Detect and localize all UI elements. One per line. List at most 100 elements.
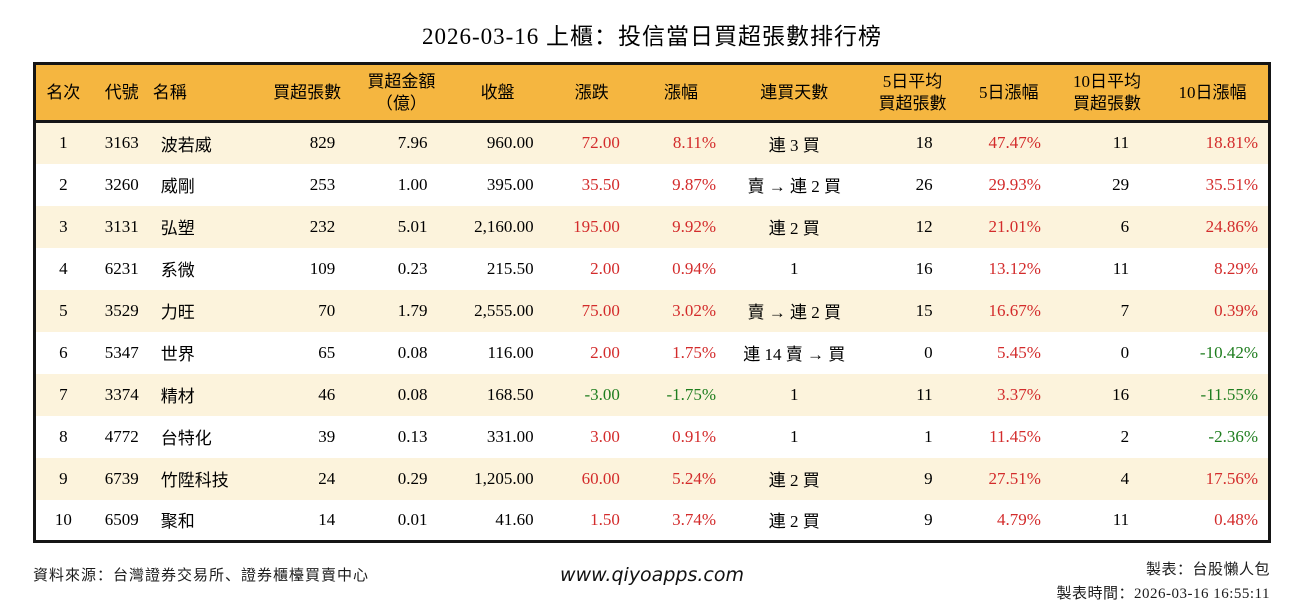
- cell-pct5: 5.45%: [996, 342, 1041, 362]
- column-header-amount: 買超金額 （億）: [353, 63, 450, 123]
- table-row: 7 3374 精材 46 0.08 168.50 -3.00 -1.75% 1 11 3.37% 16…: [34, 373, 1270, 416]
- cell-change: 35.50: [581, 174, 620, 194]
- cell-net_buy: 39: [318, 426, 336, 446]
- cell-rank: 9: [59, 468, 68, 488]
- column-header-change: 漲跌: [545, 63, 638, 123]
- cell-name: 聚和: [160, 512, 195, 532]
- cell-name: 力旺: [160, 303, 195, 322]
- cell-avg10: 7: [1120, 300, 1130, 320]
- cell-change_pct: 0.94%: [672, 258, 717, 278]
- cell-rank: 4: [59, 258, 68, 278]
- table-row: 1 3163 波若威 829 7.96 960.00 72.00 8.11% 連 3 買 18 47…: [34, 121, 1270, 164]
- cell-name: 精材: [160, 387, 195, 406]
- cell-code: 4772: [104, 426, 139, 446]
- cell-amount: 0.13: [397, 426, 428, 446]
- cell-code: 3374: [104, 384, 139, 404]
- made-time-text: 製表時間：2026-03-16 16:55:11: [1056, 586, 1270, 602]
- cell-change_pct: 5.24%: [672, 468, 717, 488]
- cell-change_pct: 8.11%: [672, 133, 717, 153]
- cell-amount: 0.01: [397, 509, 428, 529]
- cell-amount: 1.79: [397, 300, 428, 320]
- cell-avg5: 16: [915, 258, 933, 278]
- cell-pct10: 17.56%: [1205, 468, 1258, 488]
- cell-streak: 賣 → 連 2 買: [747, 177, 842, 196]
- cell-rank: 2: [59, 174, 68, 194]
- cell-code: 3529: [104, 300, 139, 320]
- cell-pct5: 27.51%: [988, 468, 1041, 488]
- cell-streak: 連 2 買: [768, 471, 820, 490]
- cell-net_buy: 829: [309, 133, 336, 153]
- cell-change_pct: 9.92%: [672, 216, 717, 236]
- cell-change_pct: 0.91%: [672, 426, 717, 446]
- cell-name: 威剛: [160, 177, 195, 196]
- page-title: 2026-03-16 上櫃：投信當日買超張數排行榜: [421, 24, 883, 49]
- cell-pct10: -11.55%: [1200, 384, 1258, 404]
- cell-pct5: 21.01%: [988, 216, 1041, 236]
- cell-avg5: 26: [915, 174, 933, 194]
- cell-amount: 0.29: [397, 468, 428, 488]
- cell-avg10: 4: [1120, 468, 1130, 488]
- cell-close: 215.50: [486, 258, 534, 278]
- column-header-net_buy: 買超張數: [261, 63, 354, 123]
- cell-change_pct: -1.75%: [666, 384, 717, 404]
- column-header-pct10: 10日漲幅: [1157, 63, 1270, 123]
- cell-avg10: 16: [1112, 384, 1130, 404]
- cell-rank: 7: [59, 384, 68, 404]
- cell-name: 弘塑: [160, 219, 195, 238]
- cell-pct5: 11.45%: [989, 426, 1041, 446]
- cell-close: 2,555.00: [474, 300, 534, 320]
- column-header-change_pct: 漲幅: [637, 63, 725, 123]
- cell-avg5: 12: [915, 216, 933, 236]
- cell-avg10: 2: [1120, 426, 1130, 446]
- cell-avg5: 1: [924, 426, 933, 446]
- cell-close: 395.00: [486, 174, 534, 194]
- cell-avg5: 9: [924, 509, 933, 529]
- credit-block: 製表：台股懶人包 製表時間：2026-03-16 16:55:11: [1056, 558, 1270, 606]
- table-row: 2 3260 威剛 253 1.00 395.00 35.50 9.87% 賣 → 連 2 買 2…: [34, 163, 1270, 206]
- cell-avg5: 18: [915, 133, 933, 153]
- cell-change: 195.00: [573, 216, 620, 236]
- column-header-close: 收盤: [449, 63, 546, 123]
- cell-avg5: 11: [916, 384, 933, 404]
- table-body: 1 3163 波若威 829 7.96 960.00 72.00 8.11% 連 3 買 18 47…: [34, 121, 1270, 542]
- table-row: 3 3131 弘塑 232 5.01 2,160.00 195.00 9.92% 連 2 買 12…: [34, 205, 1270, 248]
- cell-streak: 1: [790, 384, 799, 404]
- cell-avg5: 15: [915, 300, 933, 320]
- cell-code: 5347: [104, 342, 139, 362]
- table-row: 10 6509 聚和 14 0.01 41.60 1.50 3.74% 連 2 買 9 4.79% 1…: [34, 499, 1270, 542]
- cell-net_buy: 46: [318, 384, 336, 404]
- cell-code: 3260: [104, 174, 139, 194]
- cell-change: 75.00: [581, 300, 620, 320]
- data-source-text: 資料來源：台灣證券交易所、證券櫃檯買賣中心: [33, 568, 370, 584]
- cell-pct10: 0.48%: [1214, 509, 1258, 529]
- cell-streak: 連 2 買: [768, 512, 820, 532]
- cell-streak: 連 3 買: [768, 135, 820, 155]
- cell-amount: 1.00: [397, 174, 428, 194]
- table-header-row: 名次 代號 名稱 買超張數 買超金額 （億） 收盤 漲跌 漲幅 連買天數 5日平均 買超張數 5日漲…: [34, 63, 1270, 123]
- cell-change: 2.00: [590, 258, 620, 278]
- cell-avg10: 11: [1112, 509, 1130, 529]
- cell-net_buy: 232: [309, 216, 336, 236]
- cell-code: 3131: [104, 216, 139, 236]
- cell-change_pct: 3.74%: [672, 509, 717, 529]
- table-row: 9 6739 竹陞科技 24 0.29 1,205.00 60.00 5.24% 連 2 買 9 2…: [34, 457, 1270, 500]
- cell-pct10: 0.39%: [1214, 300, 1258, 320]
- cell-close: 1,205.00: [474, 468, 534, 488]
- cell-net_buy: 70: [318, 300, 336, 320]
- cell-pct5: 16.67%: [988, 300, 1041, 320]
- cell-pct5: 47.47%: [988, 133, 1041, 153]
- cell-change_pct: 1.75%: [672, 342, 717, 362]
- cell-change: -3.00: [584, 384, 620, 404]
- cell-close: 41.60: [495, 509, 534, 529]
- cell-net_buy: 65: [318, 342, 336, 362]
- column-header-avg10: 10日平均 買超張數: [1056, 63, 1158, 123]
- cell-avg10: 0: [1120, 342, 1130, 362]
- cell-pct10: 24.86%: [1205, 216, 1258, 236]
- cell-avg10: 29: [1112, 174, 1130, 194]
- cell-code: 6231: [104, 258, 139, 278]
- cell-streak: 賣 → 連 2 買: [747, 303, 842, 322]
- maker-text: 製表：台股懶人包: [1145, 562, 1270, 578]
- cell-avg5: 9: [924, 468, 933, 488]
- table-header: 名次 代號 名稱 買超張數 買超金額 （億） 收盤 漲跌 漲幅 連買天數 5日平均 買超張數 5日漲…: [34, 63, 1270, 123]
- cell-net_buy: 14: [318, 509, 336, 529]
